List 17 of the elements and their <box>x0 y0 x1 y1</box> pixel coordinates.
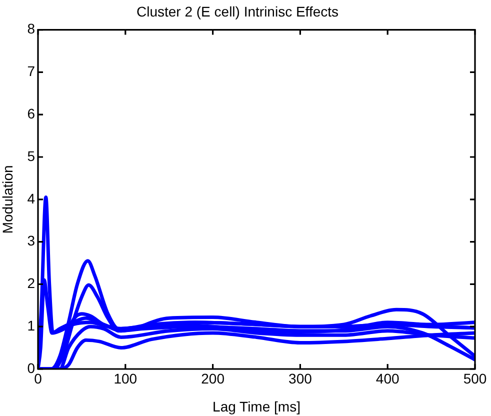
y-tick-label: 4 <box>27 190 36 206</box>
x-tick-label: 200 <box>201 370 225 386</box>
y-tick-label: 3 <box>27 232 36 249</box>
y-tick-label: 0 <box>27 360 36 376</box>
x-tick-label: 400 <box>376 370 400 386</box>
y-tick-label: 6 <box>27 105 36 122</box>
y-tick-label: 1 <box>27 317 36 334</box>
x-tick-label: 300 <box>288 370 312 386</box>
y-axis-title: Modulation <box>0 165 16 234</box>
x-axis-title: Lag Time [ms] <box>212 398 300 414</box>
chart-title: Cluster 2 (E cell) Intrinisc Effects <box>136 3 339 20</box>
y-tick-label: 2 <box>27 275 36 292</box>
y-tick-label: 7 <box>27 63 36 80</box>
y-tick-label: 8 <box>27 20 36 37</box>
x-tick-label: 100 <box>114 370 138 386</box>
x-tick-label: 500 <box>463 370 487 386</box>
y-tick-label: 5 <box>27 148 36 164</box>
